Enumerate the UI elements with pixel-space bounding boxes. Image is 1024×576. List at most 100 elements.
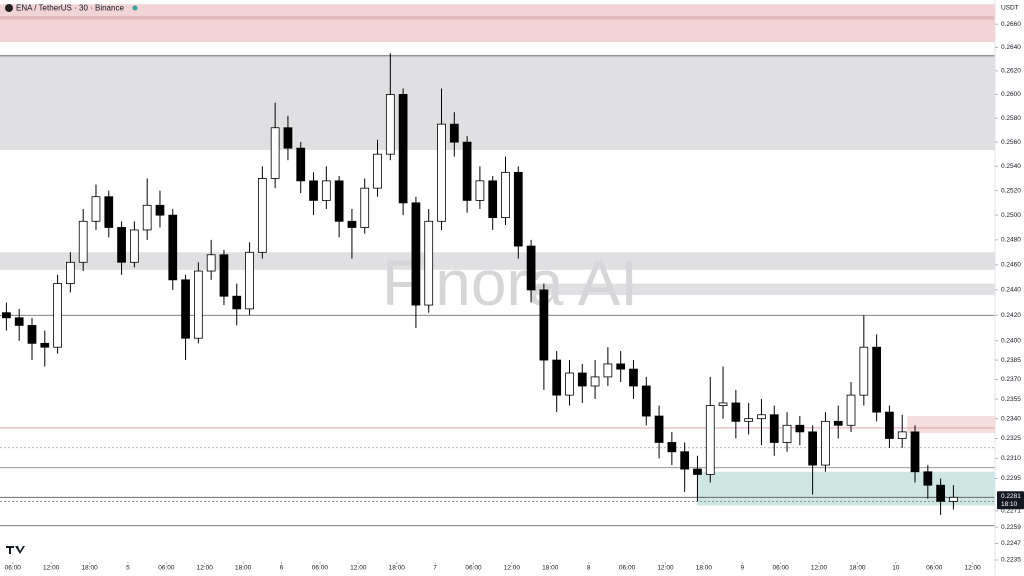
- y-tick-label: 0.2355: [1001, 396, 1021, 403]
- symbol-icon: [5, 4, 13, 12]
- x-tick-label: 8: [587, 565, 591, 572]
- x-tick-label: 18:00: [389, 565, 406, 572]
- candle-body: [462, 141, 472, 201]
- candle-body: [334, 180, 344, 222]
- x-tick-label: 18:00: [696, 565, 713, 572]
- currency-label: USDT: [1001, 5, 1019, 12]
- x-tick-label: 12:00: [811, 565, 828, 572]
- x-tick-label: 06:00: [312, 565, 329, 572]
- x-tick-label: 12:00: [43, 565, 60, 572]
- candle-body: [398, 94, 408, 204]
- candle-body: [603, 363, 613, 378]
- y-tick-label: 0.2235: [1001, 557, 1021, 564]
- candle-body: [142, 204, 152, 231]
- x-tick-label: 6: [280, 565, 284, 572]
- candle-body: [219, 254, 229, 297]
- y-tick-label: 0.2420: [1001, 312, 1021, 319]
- candle-body: [552, 359, 562, 396]
- candle-body: [936, 484, 945, 502]
- y-tick-label: 0.2600: [1001, 91, 1021, 98]
- candle-body: [475, 180, 485, 201]
- candle-body: [488, 180, 498, 218]
- candle-body: [181, 279, 190, 339]
- watermark: Finora AI: [382, 247, 638, 319]
- candle-body: [155, 204, 165, 216]
- candle-body: [283, 127, 293, 149]
- y-tick-label: 0.2620: [1001, 68, 1021, 75]
- x-tick-label: 10: [892, 565, 900, 572]
- candle-body: [40, 342, 50, 348]
- candle-body: [795, 424, 805, 433]
- candle-body: [539, 289, 549, 361]
- x-tick-label: 12:00: [197, 565, 214, 572]
- candle-body: [257, 178, 267, 253]
- candle-body: [193, 270, 203, 339]
- candle-body: [27, 325, 37, 344]
- logo: [6, 546, 25, 554]
- zone: [907, 416, 995, 434]
- y-tick-label: 0.2480: [1001, 237, 1021, 244]
- candle-body: [385, 94, 395, 155]
- candle-body: [641, 385, 651, 417]
- y-tick-label: 0.2440: [1001, 287, 1021, 294]
- y-tick-label: 0.2580: [1001, 115, 1021, 122]
- y-tick-label: 0.2560: [1001, 139, 1021, 146]
- candle-body: [910, 431, 920, 473]
- chart-title: ENA / TetherUS · 30 · Binance: [16, 4, 124, 13]
- candle-body: [437, 123, 446, 222]
- candle-body: [411, 202, 421, 306]
- x-tick-label: 5: [126, 565, 130, 572]
- candle-body: [296, 147, 306, 182]
- candle-body: [718, 402, 728, 406]
- candle-body: [923, 471, 933, 486]
- zone: [696, 471, 995, 506]
- candle-body: [449, 123, 459, 143]
- y-tick-label: 0.2370: [1001, 376, 1021, 383]
- x-tick-label: 12:00: [350, 565, 367, 572]
- x-tick-label: 12:00: [964, 565, 981, 572]
- candle-body: [168, 214, 178, 281]
- candle-body: [53, 283, 62, 348]
- candle-body: [859, 346, 869, 396]
- y-tick-label: 0.2640: [1001, 44, 1021, 51]
- candle-body: [769, 414, 779, 443]
- candle-body: [130, 229, 139, 263]
- candle-body: [270, 127, 280, 179]
- zones: [0, 4, 995, 527]
- candle-body: [680, 451, 690, 470]
- candle-body: [232, 295, 242, 310]
- candle-body: [731, 402, 741, 422]
- candle-body: [513, 171, 523, 247]
- y-tick-label: 0.2540: [1001, 163, 1021, 170]
- x-tick-label: 06:00: [158, 565, 175, 572]
- last-price-label: 0.2281: [1001, 493, 1021, 500]
- candle-body: [629, 368, 638, 387]
- candle-body: [949, 496, 958, 502]
- candle-body: [744, 418, 754, 422]
- x-tick-label: 06:00: [619, 565, 636, 572]
- candle-body: [693, 468, 702, 475]
- y-tick-label: 0.2400: [1001, 337, 1021, 344]
- candle-body: [360, 187, 370, 228]
- candle-body: [321, 180, 331, 201]
- y-tick-label: 0.2271: [1001, 508, 1021, 515]
- x-tick-label: 12:00: [657, 565, 674, 572]
- y-tick-label: 0.2660: [1001, 21, 1021, 28]
- candle-body: [14, 317, 24, 326]
- candle-body: [565, 372, 574, 396]
- candle-body: [91, 196, 101, 222]
- candle-body: [424, 220, 434, 306]
- countdown-label: 18:10: [1001, 501, 1018, 508]
- zone: [0, 55, 995, 150]
- x-tick-label: 06:00: [5, 565, 22, 572]
- zone: [529, 283, 995, 295]
- candle-body: [808, 431, 818, 466]
- candle-body: [347, 220, 357, 228]
- x-tick-label: 9: [740, 565, 744, 572]
- zone: [0, 16, 995, 20]
- candle-body: [654, 415, 664, 443]
- y-tick-label: 0.2325: [1001, 435, 1021, 442]
- axes: 0.2660 0.2640 0.2620 0.2600 0.2580 0.2560 0.25…: [5, 21, 1024, 572]
- x-tick-label: 7: [433, 565, 437, 572]
